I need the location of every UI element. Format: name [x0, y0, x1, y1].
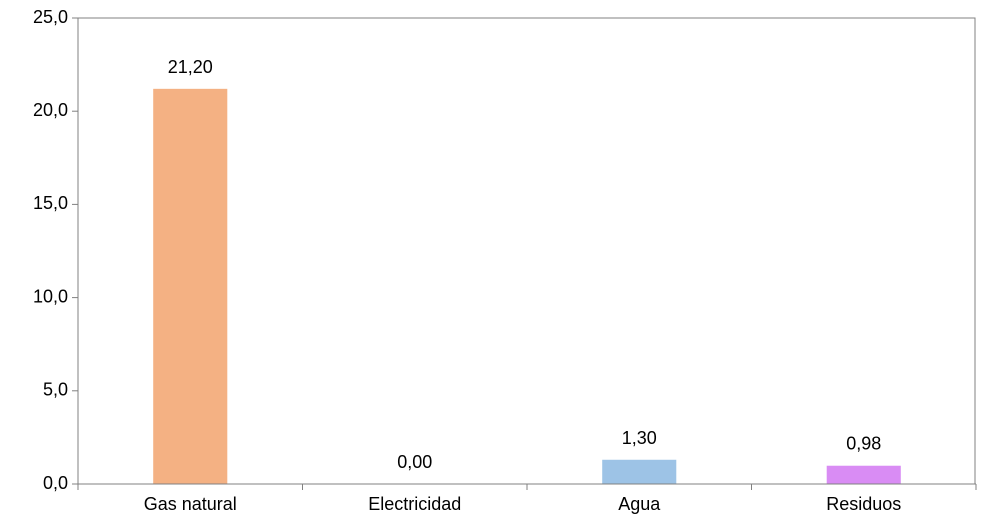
data-label: 1,30: [622, 428, 657, 448]
bar-agua: [602, 459, 677, 484]
bars-group: [153, 88, 901, 484]
bar-residuos: [826, 465, 901, 484]
y-tick-label: 20,0: [33, 100, 68, 120]
data-label: 0,00: [397, 452, 432, 472]
x-category-label: Gas natural: [144, 494, 237, 514]
data-label: 21,20: [168, 57, 213, 77]
x-category-label: Residuos: [826, 494, 901, 514]
y-tick-label: 25,0: [33, 7, 68, 27]
y-tick-label: 0,0: [43, 473, 68, 493]
x-category-label: Agua: [618, 494, 661, 514]
y-tick-label: 15,0: [33, 193, 68, 213]
data-labels-group: 21,20 0,00 1,30 0,98: [168, 57, 882, 472]
y-axis: 0,0 5,0 10,0 15,0 20,0 25,0: [33, 7, 79, 493]
plot-area: [77, 17, 976, 485]
y-tick-label: 10,0: [33, 286, 68, 306]
bar-gas-natural: [153, 88, 228, 484]
y-tick-label: 5,0: [43, 380, 68, 400]
data-label: 0,98: [846, 434, 881, 454]
x-axis: Gas natural Electricidad Agua Residuos: [77, 483, 977, 514]
x-category-label: Electricidad: [368, 494, 461, 514]
